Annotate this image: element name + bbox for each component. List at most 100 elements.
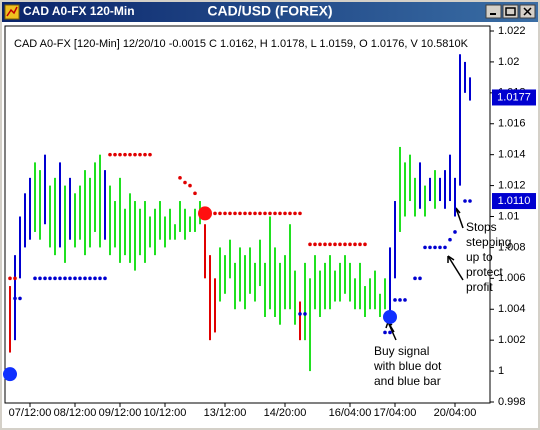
stop-dot	[383, 330, 387, 335]
stop-dot	[358, 242, 362, 247]
title-bar	[2, 2, 538, 22]
stop-dot	[13, 276, 17, 281]
signal-dot	[198, 206, 212, 221]
stop-dot	[93, 276, 97, 281]
stop-dot	[298, 211, 302, 216]
maximize-glyph	[505, 7, 516, 16]
stop-dot	[103, 276, 107, 281]
stop-dot	[333, 242, 337, 247]
annotation: stepping	[466, 235, 511, 249]
plot-border	[4, 25, 491, 404]
window-icon-glyph	[6, 6, 18, 17]
stop-dot	[338, 242, 342, 247]
annotation: profit	[466, 280, 493, 294]
stop-dot	[13, 296, 17, 301]
stop-dot	[188, 183, 192, 188]
buy-arrow-shaft	[387, 321, 397, 341]
stop-dot	[298, 312, 302, 316]
stop-dot	[238, 211, 242, 216]
stop-dot	[248, 211, 252, 216]
stop-dot	[8, 276, 12, 281]
stop-dot	[313, 242, 317, 247]
minimize-button[interactable]	[485, 4, 502, 19]
stop-dot	[43, 276, 47, 281]
stop-dot	[273, 211, 277, 216]
stop-dot	[228, 211, 232, 216]
stop-dot	[468, 199, 472, 203]
annotation: Buy signal	[374, 344, 429, 358]
annotation: and blue bar	[374, 374, 441, 388]
annotation: up to	[466, 250, 493, 264]
stop-dot	[263, 211, 267, 216]
stop-dot	[433, 245, 437, 250]
stop-dot	[403, 298, 407, 302]
stop-dot	[268, 211, 272, 216]
x-tick-label: 09/12:00	[99, 407, 142, 419]
stop-dot	[308, 242, 312, 247]
stop-dot	[448, 237, 452, 242]
stop-dot	[108, 152, 112, 157]
stop-dot	[213, 211, 217, 216]
stop-dot	[48, 276, 52, 281]
price-label: 1.0177	[497, 91, 531, 103]
stop-dot	[223, 211, 227, 216]
stop-dot	[328, 242, 332, 247]
annotation: protect	[466, 265, 503, 279]
annotation: Stops	[466, 220, 497, 234]
x-tick-label: 10/12:00	[144, 407, 187, 419]
stop-dot	[78, 276, 82, 281]
stop-dot	[288, 211, 292, 216]
stop-dot	[128, 152, 132, 157]
stop-dot	[88, 276, 92, 281]
stop-dot	[428, 245, 432, 250]
annotation: with blue dot	[373, 359, 442, 373]
stop-dot	[348, 242, 352, 247]
x-tick-label: 16/04:00	[329, 407, 372, 419]
x-tick-label: 17/04:00	[374, 407, 417, 419]
stop-arrow-2-head	[447, 255, 455, 263]
y-tick-label: 1.012	[498, 179, 526, 191]
stop-dot	[393, 298, 397, 302]
y-tick-label: 1.002	[498, 334, 526, 346]
stop-dot	[293, 211, 297, 216]
stop-dot	[133, 152, 137, 157]
signal-dot	[383, 309, 397, 324]
window-buttons[interactable]	[485, 4, 536, 19]
stop-dot	[68, 276, 72, 281]
stop-dot	[233, 211, 237, 216]
stop-dot	[463, 199, 467, 203]
stop-dot	[258, 211, 262, 216]
x-tick-label: 14/20:00	[264, 407, 307, 419]
stop-dot	[178, 176, 182, 180]
stop-dot	[303, 312, 307, 316]
stop-dot	[123, 152, 127, 157]
signal-dot	[3, 367, 17, 382]
stop-dot	[33, 276, 37, 281]
x-tick-label: 07/12:00	[9, 407, 52, 419]
chart-title: CAD/USD (FOREX)	[207, 3, 332, 19]
price-label-box	[492, 89, 536, 106]
stop-dot	[353, 242, 357, 247]
stop-dot	[318, 242, 322, 247]
y-tick-label: 0.998	[498, 396, 526, 408]
stop-dot	[423, 245, 427, 250]
stop-dot	[18, 296, 22, 301]
stop-dot	[398, 298, 402, 302]
y-tick-label: 1.004	[498, 303, 526, 315]
y-tick-label: 1.006	[498, 272, 526, 284]
stop-dot	[388, 330, 392, 335]
stop-dot	[83, 276, 87, 281]
x-tick-label: 13/12:00	[204, 407, 247, 419]
stop-dot	[193, 191, 197, 196]
stop-dot	[138, 152, 142, 157]
stop-dot	[363, 242, 367, 247]
stop-dot	[438, 245, 442, 250]
y-tick-label: 1.016	[498, 118, 526, 130]
stop-dot	[443, 245, 447, 250]
stop-arrow-2	[447, 255, 464, 281]
stop-dot	[118, 152, 122, 157]
y-tick-label: 1	[498, 365, 504, 377]
stop-dot	[183, 180, 187, 185]
